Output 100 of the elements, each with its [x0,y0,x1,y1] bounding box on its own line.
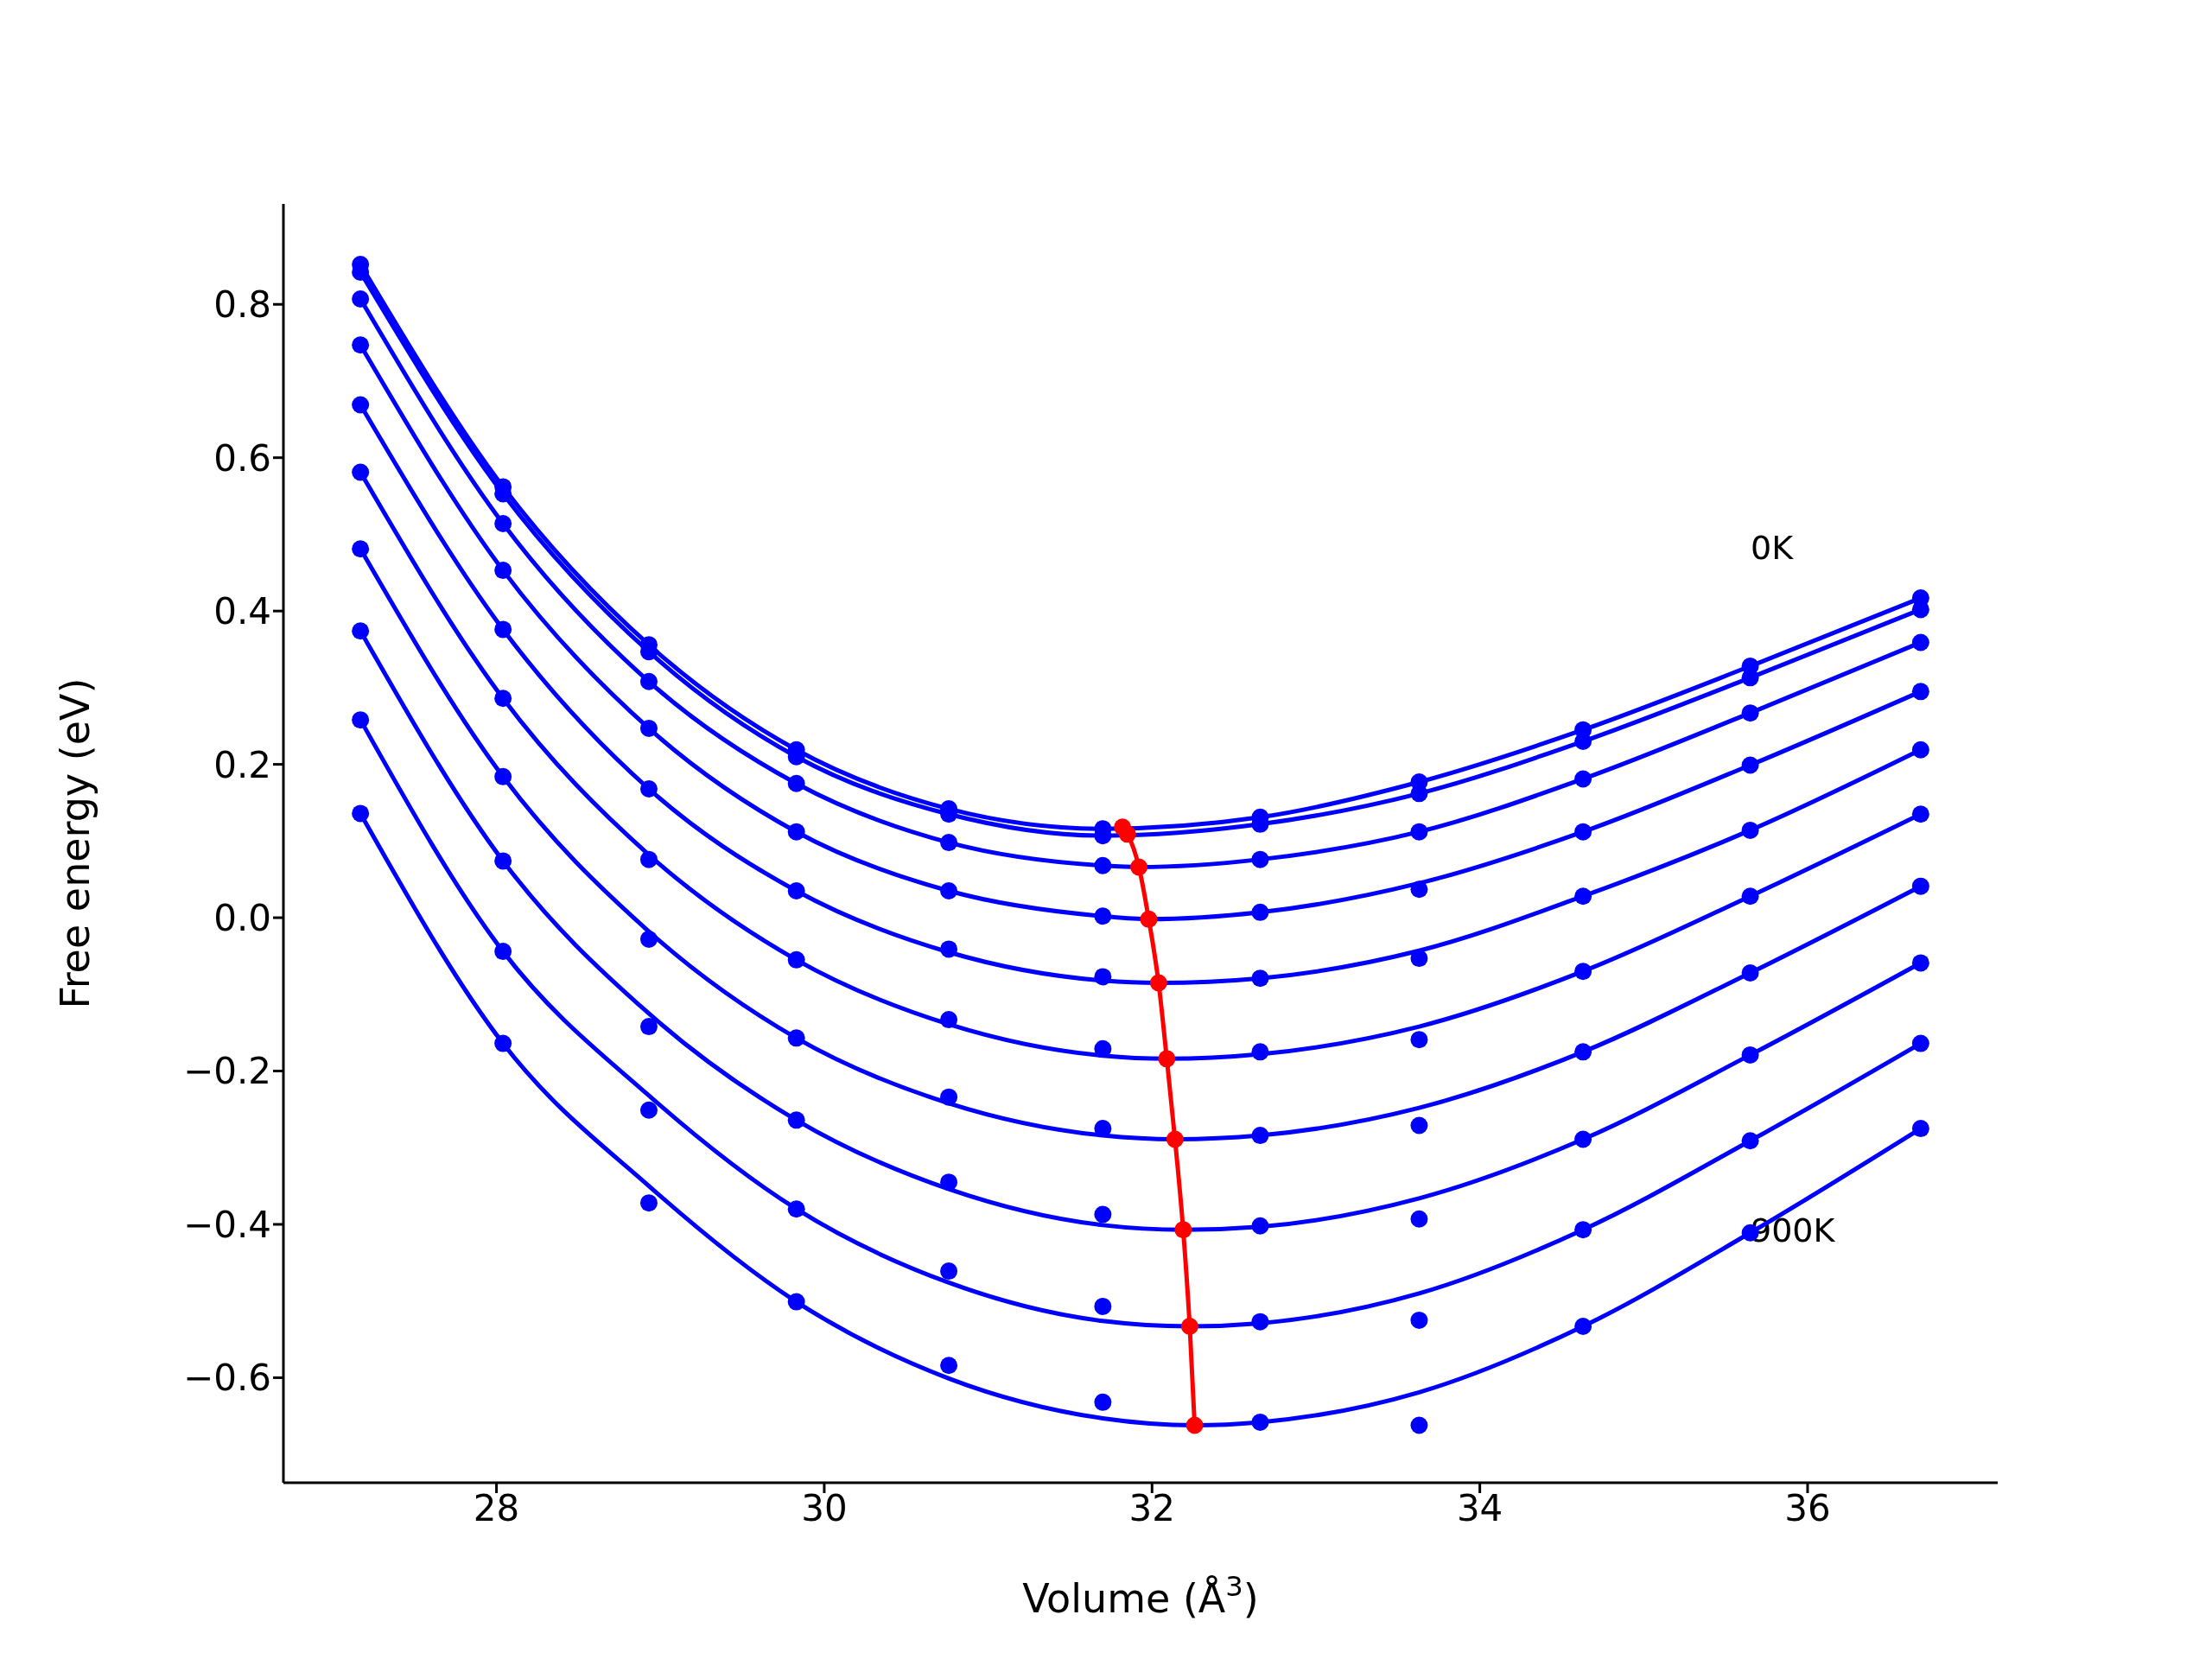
point [1094,968,1112,986]
point [352,396,370,414]
point [494,562,512,580]
point [1251,903,1269,921]
point [1741,669,1759,687]
point [1094,1297,1112,1315]
y-tick-label: −0.4 [183,1203,271,1246]
point [1251,850,1269,868]
point [494,943,512,961]
point [1741,963,1759,982]
point [1149,974,1167,992]
point [1410,1210,1428,1228]
point [1251,1313,1269,1331]
point [1911,741,1929,759]
point [639,1194,658,1212]
point [1410,950,1428,968]
point [1118,825,1136,843]
point [1911,954,1929,972]
x-axis-title: Volume (Å$^{3}$) [1022,1570,1259,1622]
point [1410,785,1428,803]
point [940,1262,958,1281]
y-tick-label: −0.2 [183,1050,271,1093]
point [352,463,370,481]
point [1140,910,1158,928]
point [1094,1393,1112,1411]
point [1410,1311,1428,1329]
point [494,1034,512,1052]
point [639,930,658,948]
point [1911,601,1929,619]
point [352,336,370,354]
point [1911,683,1929,701]
y-tick-label: 0.2 [213,743,271,786]
point [639,1018,658,1036]
point [1251,969,1269,988]
point [1410,1116,1428,1135]
point [787,774,805,792]
point [940,1011,958,1029]
point [639,1101,658,1119]
point [1251,1413,1269,1431]
point [494,515,512,532]
point [940,1173,958,1192]
point [1574,963,1592,981]
point [1410,880,1428,899]
x-tick-label: 36 [1784,1486,1831,1529]
y-tick-label: 0.4 [213,590,271,633]
point [1185,1416,1204,1434]
point [1911,877,1929,895]
point [1574,1221,1592,1239]
point [1574,1317,1592,1335]
point [1166,1130,1184,1148]
point [787,823,805,841]
point [940,882,958,900]
point [940,1088,958,1106]
point [1251,1043,1269,1061]
point [1574,823,1592,841]
point [940,834,958,852]
point [352,540,370,558]
point [1741,821,1759,839]
y-tick-label: 0.0 [213,896,271,939]
point [1094,856,1112,874]
point [1094,1205,1112,1224]
x-tick-label: 32 [1128,1486,1175,1529]
point [352,290,370,308]
point [639,672,658,690]
point [639,719,658,737]
point [787,950,805,969]
point [1410,1416,1428,1434]
point [940,940,958,958]
point [1911,1034,1929,1052]
point [1094,907,1112,925]
point [1911,633,1929,652]
point [494,690,512,708]
point [1251,1217,1269,1235]
x-tick-label: 34 [1456,1486,1503,1529]
point [1410,823,1428,841]
point [940,1357,958,1375]
point [1158,1050,1176,1068]
y-tick-label: −0.6 [183,1357,271,1400]
x-tick-label: 30 [801,1486,848,1529]
point [1174,1221,1192,1239]
point [1741,1132,1759,1150]
point [1574,770,1592,788]
point [1741,1046,1759,1064]
point [787,882,805,900]
point [1410,1031,1428,1049]
point [352,804,370,823]
point [494,852,512,870]
y-axis-title: Free energy (eV) [52,677,99,1009]
point [639,780,658,798]
point [1574,1043,1592,1061]
point [1741,887,1759,906]
point [787,1029,805,1047]
annotation: 0K [1751,528,1795,567]
point [1180,1317,1198,1335]
y-tick-label: 0.6 [213,436,271,480]
point [787,1293,805,1311]
y-tick-label: 0.8 [213,283,271,327]
point [352,711,370,729]
point [494,620,512,639]
point [787,1111,805,1129]
